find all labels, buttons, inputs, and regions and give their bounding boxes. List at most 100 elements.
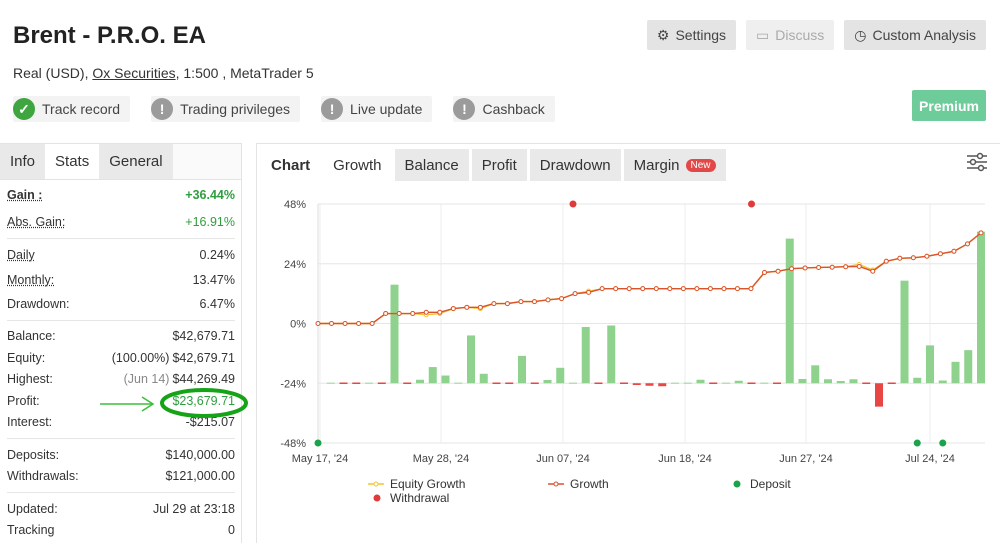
badge-label: Live update — [350, 101, 423, 117]
stat-label[interactable]: Abs. Gain: — [7, 215, 66, 230]
growth-point — [721, 286, 727, 292]
stat-label[interactable]: Monthly: — [7, 273, 55, 288]
deposit-marker — [939, 439, 947, 447]
bar — [365, 382, 373, 384]
stat-tracking: Tracking 0 — [7, 520, 235, 542]
tab-balance[interactable]: Balance — [394, 149, 469, 181]
bar — [607, 325, 616, 384]
bar — [964, 350, 973, 384]
growth-point — [937, 251, 943, 257]
bar — [785, 238, 794, 384]
stats-list: Gain : +36.44% Abs. Gain: +16.91% Daily … — [0, 184, 241, 541]
growth-point — [734, 286, 740, 292]
growth-point — [707, 286, 713, 292]
growth-point — [829, 264, 835, 270]
growth-point — [450, 306, 456, 312]
new-badge: New — [685, 158, 716, 172]
stat-label[interactable]: Daily — [7, 247, 35, 262]
bar — [518, 355, 526, 384]
stat-monthly: Monthly: 13.47% — [7, 270, 235, 292]
badge-track-record[interactable]: ✓ Track record — [13, 96, 131, 122]
left-tabs: Info Stats General — [0, 144, 241, 180]
tab-margin[interactable]: Margin New — [623, 149, 726, 181]
divider — [7, 238, 235, 239]
growth-point — [369, 321, 375, 326]
tab-stats[interactable]: Stats — [45, 144, 100, 179]
growth-point — [464, 304, 470, 310]
filter-settings-icon[interactable] — [966, 152, 988, 172]
discuss-label: Discuss — [775, 27, 825, 43]
growth-point — [816, 264, 822, 270]
badge-live-update[interactable]: ! Live update — [321, 96, 433, 122]
bar — [556, 367, 565, 384]
x-tick-label: Jun 07, '24 — [536, 453, 589, 465]
growth-point — [680, 286, 686, 292]
bar — [887, 382, 896, 384]
legend-equity-label: Equity Growth — [390, 477, 465, 491]
chat-icon: ▭ — [756, 26, 770, 43]
bar — [543, 380, 552, 384]
top-buttons: ⚙ Settings ▭ Discuss ◷ Custom Analysis — [646, 20, 986, 50]
stat-label: Balance: — [7, 329, 56, 344]
growth-point — [356, 321, 362, 326]
stat-value: 0 — [228, 523, 235, 538]
growth-point — [586, 289, 592, 295]
stat-note: (100.00%) — [111, 350, 170, 365]
bar — [377, 382, 386, 384]
growth-point — [518, 299, 524, 305]
growth-point — [383, 311, 389, 317]
gear-icon: ⚙ — [656, 26, 670, 43]
growth-point — [870, 268, 876, 274]
badge-label: Cashback — [482, 101, 545, 117]
check-icon: ✓ — [13, 98, 35, 120]
premium-button[interactable]: Premium — [912, 90, 986, 121]
growth-point — [504, 301, 510, 307]
legend-deposit-swatch — [733, 480, 741, 488]
stat-value: +16.91% — [185, 215, 235, 230]
account-info: Real (USD), Ox Securities, 1:500 , MetaT… — [13, 65, 314, 81]
y-tick-label: 48% — [284, 199, 306, 211]
stat-label[interactable]: Gain : — [7, 187, 43, 202]
tab-drawdown[interactable]: Drawdown — [529, 149, 621, 181]
bar — [352, 382, 361, 384]
discuss-button[interactable]: ▭ Discuss — [746, 20, 835, 50]
stat-label: Updated: — [7, 501, 58, 516]
growth-point — [613, 286, 619, 292]
bar — [416, 379, 424, 384]
tab-general[interactable]: General — [99, 144, 173, 179]
chart-tabs: Chart Growth Balance Profit Drawdown Mar… — [257, 147, 1000, 183]
tab-info[interactable]: Info — [0, 144, 46, 179]
stat-withdrawals: Withdrawals: $121,000.00 — [7, 466, 235, 488]
growth-point — [924, 253, 930, 259]
stat-label: Deposits: — [7, 447, 60, 462]
growth-point — [667, 286, 673, 292]
bar — [467, 335, 475, 384]
bar — [492, 382, 501, 384]
growth-point — [559, 296, 565, 302]
x-tick-label: Jun 27, '24 — [779, 453, 832, 465]
stat-value: $44,269.49 — [172, 372, 235, 387]
bar — [683, 382, 692, 384]
badge-cashback[interactable]: ! Cashback — [453, 96, 555, 122]
settings-button[interactable]: ⚙ Settings — [646, 20, 737, 50]
account-type: Real (USD), — [13, 65, 93, 81]
stat-label: Equity: — [7, 350, 46, 365]
broker-link[interactable]: Ox Securities — [92, 65, 176, 81]
stat-label: Interest: — [7, 415, 53, 430]
bar — [671, 382, 679, 384]
custom-analysis-button[interactable]: ◷ Custom Analysis — [844, 20, 986, 50]
tab-growth[interactable]: Growth — [323, 149, 392, 181]
bar — [798, 379, 807, 384]
circle-annotation — [160, 388, 248, 418]
growth-point — [410, 311, 416, 317]
divider — [7, 438, 235, 439]
badge-trading-privileges[interactable]: ! Trading privileges — [151, 96, 301, 122]
deposit-marker — [913, 439, 921, 447]
bar — [441, 375, 450, 384]
y-tick-label: 24% — [284, 259, 306, 271]
tab-profit[interactable]: Profit — [471, 149, 527, 181]
growth-point — [423, 309, 429, 315]
legend-withdrawal-swatch — [373, 494, 381, 502]
bar — [581, 326, 590, 384]
chart-heading: Chart — [271, 156, 311, 174]
